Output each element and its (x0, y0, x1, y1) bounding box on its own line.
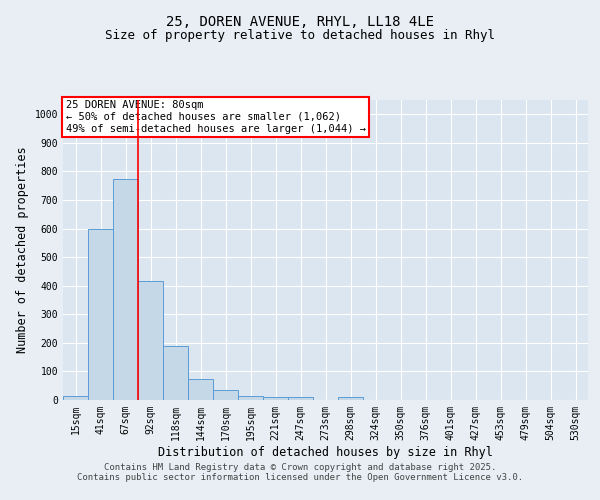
Bar (138, 282, 163, 400)
Bar (188, 378, 213, 400)
Text: 25, DOREN AVENUE, RHYL, LL18 4LE: 25, DOREN AVENUE, RHYL, LL18 4LE (166, 16, 434, 30)
Bar (238, 396, 263, 400)
Y-axis label: Number of detached properties: Number of detached properties (16, 146, 29, 354)
Bar (213, 390, 238, 400)
Bar (113, 178, 138, 400)
X-axis label: Distribution of detached houses by size in Rhyl: Distribution of detached houses by size … (158, 446, 493, 458)
Text: Size of property relative to detached houses in Rhyl: Size of property relative to detached ho… (105, 30, 495, 43)
Bar (63, 396, 88, 400)
Bar (163, 346, 188, 400)
Bar (263, 397, 288, 400)
Bar (288, 397, 313, 400)
Bar (88, 228, 113, 400)
Text: 25 DOREN AVENUE: 80sqm
← 50% of detached houses are smaller (1,062)
49% of semi-: 25 DOREN AVENUE: 80sqm ← 50% of detached… (65, 100, 365, 134)
Text: Contains HM Land Registry data © Crown copyright and database right 2025.
Contai: Contains HM Land Registry data © Crown c… (77, 463, 523, 482)
Bar (338, 397, 363, 400)
